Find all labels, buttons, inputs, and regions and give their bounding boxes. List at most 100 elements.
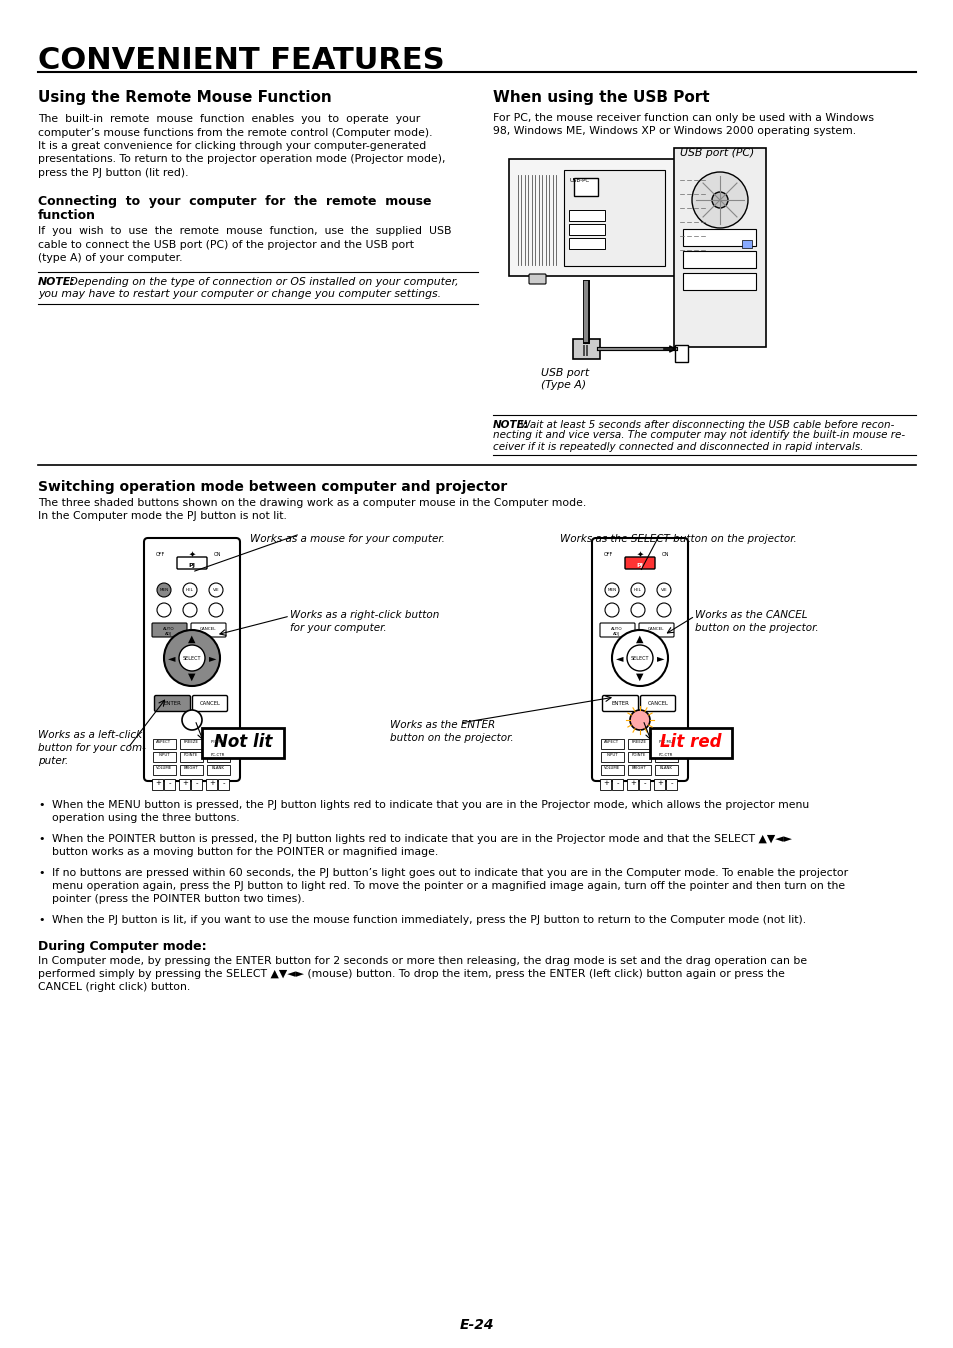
Circle shape bbox=[612, 630, 667, 686]
FancyBboxPatch shape bbox=[152, 779, 163, 790]
FancyBboxPatch shape bbox=[600, 752, 623, 763]
Text: CANCEL: CANCEL bbox=[199, 627, 216, 631]
Text: ▼: ▼ bbox=[188, 673, 195, 682]
Text: POINTE: POINTE bbox=[631, 754, 645, 758]
Text: ON: ON bbox=[213, 551, 221, 557]
FancyBboxPatch shape bbox=[569, 237, 605, 248]
Text: computer’s mouse functions from the remote control (Computer mode).: computer’s mouse functions from the remo… bbox=[38, 128, 432, 137]
Circle shape bbox=[209, 603, 223, 617]
Text: VOLUME: VOLUME bbox=[603, 766, 619, 770]
FancyBboxPatch shape bbox=[193, 696, 227, 712]
Text: BRIGHT: BRIGHT bbox=[631, 766, 646, 770]
Text: BLANK: BLANK bbox=[212, 766, 224, 770]
Text: •: • bbox=[38, 834, 45, 844]
FancyBboxPatch shape bbox=[682, 229, 756, 245]
FancyBboxPatch shape bbox=[666, 779, 677, 790]
Text: PC-CTR: PC-CTR bbox=[659, 754, 673, 758]
FancyBboxPatch shape bbox=[654, 752, 678, 763]
FancyBboxPatch shape bbox=[599, 623, 635, 638]
Text: OFF: OFF bbox=[156, 551, 165, 557]
Circle shape bbox=[711, 191, 727, 208]
Text: SELECT: SELECT bbox=[630, 655, 649, 661]
Text: +: + bbox=[155, 780, 161, 786]
Text: BRIGHT: BRIGHT bbox=[183, 766, 198, 770]
Text: CANCEL: CANCEL bbox=[199, 701, 220, 706]
Text: ✦: ✦ bbox=[636, 550, 643, 559]
Circle shape bbox=[157, 603, 171, 617]
FancyBboxPatch shape bbox=[627, 779, 638, 790]
FancyBboxPatch shape bbox=[639, 696, 675, 712]
Text: Works as the CANCEL: Works as the CANCEL bbox=[695, 611, 806, 620]
Text: VOLUME: VOLUME bbox=[155, 766, 172, 770]
Text: During Computer mode:: During Computer mode: bbox=[38, 940, 207, 953]
Circle shape bbox=[657, 582, 670, 597]
Text: INPUT: INPUT bbox=[158, 754, 170, 758]
Text: CANCEL: CANCEL bbox=[647, 701, 668, 706]
FancyBboxPatch shape bbox=[152, 764, 176, 775]
FancyBboxPatch shape bbox=[564, 170, 665, 266]
Text: NOTE:: NOTE: bbox=[38, 276, 75, 287]
FancyBboxPatch shape bbox=[627, 752, 651, 763]
Text: VIE: VIE bbox=[660, 588, 666, 592]
Text: -: - bbox=[616, 780, 618, 786]
Text: press the PJ button (lit red).: press the PJ button (lit red). bbox=[38, 168, 189, 178]
Text: function: function bbox=[38, 209, 96, 222]
Text: menu operation again, press the PJ button to light red. To move the pointer or a: menu operation again, press the PJ butto… bbox=[52, 882, 844, 891]
Text: performed simply by pressing the SELECT ▲▼◄► (mouse) button. To drop the item, p: performed simply by pressing the SELECT … bbox=[38, 969, 784, 979]
FancyBboxPatch shape bbox=[529, 274, 545, 284]
FancyBboxPatch shape bbox=[202, 728, 284, 758]
Text: Not lit: Not lit bbox=[213, 733, 272, 751]
Text: -: - bbox=[169, 780, 172, 786]
Text: When the POINTER button is pressed, the PJ button lights red to indicate that yo: When the POINTER button is pressed, the … bbox=[52, 834, 791, 844]
FancyBboxPatch shape bbox=[207, 752, 230, 763]
Text: cable to connect the USB port (PC) of the projector and the USB port: cable to connect the USB port (PC) of th… bbox=[38, 240, 414, 249]
Circle shape bbox=[183, 603, 196, 617]
FancyBboxPatch shape bbox=[654, 739, 678, 749]
Text: BLANK: BLANK bbox=[659, 766, 672, 770]
Text: In Computer mode, by pressing the ENTER button for 2 seconds or more then releas: In Computer mode, by pressing the ENTER … bbox=[38, 956, 806, 967]
FancyBboxPatch shape bbox=[207, 739, 230, 749]
FancyBboxPatch shape bbox=[154, 696, 191, 712]
Text: AUTO
ADJ: AUTO ADJ bbox=[163, 627, 174, 636]
Text: MEN: MEN bbox=[159, 588, 169, 592]
Text: -: - bbox=[222, 780, 225, 786]
Text: •: • bbox=[38, 868, 45, 878]
Circle shape bbox=[630, 603, 644, 617]
Text: you may have to restart your computer or change you computer settings.: you may have to restart your computer or… bbox=[38, 288, 440, 299]
Text: When the PJ button is lit, if you want to use the mouse function immediately, pr: When the PJ button is lit, if you want t… bbox=[52, 915, 805, 925]
FancyBboxPatch shape bbox=[654, 764, 678, 775]
Text: -: - bbox=[670, 780, 673, 786]
Text: OFF: OFF bbox=[603, 551, 613, 557]
Text: button for your com-: button for your com- bbox=[38, 743, 146, 754]
Text: Works as a left-click: Works as a left-click bbox=[38, 731, 142, 740]
Text: ON: ON bbox=[661, 551, 669, 557]
FancyBboxPatch shape bbox=[164, 779, 175, 790]
Text: HEL: HEL bbox=[634, 588, 641, 592]
FancyBboxPatch shape bbox=[509, 159, 720, 276]
Text: ►: ► bbox=[656, 652, 663, 663]
FancyBboxPatch shape bbox=[152, 752, 176, 763]
Text: FREEZE: FREEZE bbox=[631, 740, 646, 744]
Text: When the MENU button is pressed, the PJ button lights red to indicate that you a: When the MENU button is pressed, the PJ … bbox=[52, 799, 808, 810]
FancyBboxPatch shape bbox=[612, 779, 623, 790]
Circle shape bbox=[629, 710, 649, 731]
Text: for your computer.: for your computer. bbox=[290, 623, 386, 634]
FancyBboxPatch shape bbox=[192, 779, 202, 790]
FancyBboxPatch shape bbox=[179, 764, 203, 775]
Text: INPUT: INPUT bbox=[605, 754, 618, 758]
FancyBboxPatch shape bbox=[152, 623, 187, 638]
Text: PJ: PJ bbox=[636, 563, 643, 568]
Text: ◄: ◄ bbox=[168, 652, 175, 663]
FancyBboxPatch shape bbox=[675, 345, 688, 361]
FancyBboxPatch shape bbox=[144, 538, 240, 780]
FancyBboxPatch shape bbox=[592, 538, 687, 780]
Text: (Type A): (Type A) bbox=[540, 380, 585, 390]
Circle shape bbox=[604, 582, 618, 597]
Text: button on the projector.: button on the projector. bbox=[695, 623, 818, 634]
FancyBboxPatch shape bbox=[599, 779, 611, 790]
FancyBboxPatch shape bbox=[206, 779, 217, 790]
FancyBboxPatch shape bbox=[654, 779, 665, 790]
Text: necting it and vice versa. The computer may not identify the built-in mouse re-: necting it and vice versa. The computer … bbox=[493, 430, 904, 439]
Text: If  you  wish  to  use  the  remote  mouse  function,  use  the  supplied  USB: If you wish to use the remote mouse func… bbox=[38, 226, 451, 236]
Text: +: + bbox=[182, 780, 188, 786]
